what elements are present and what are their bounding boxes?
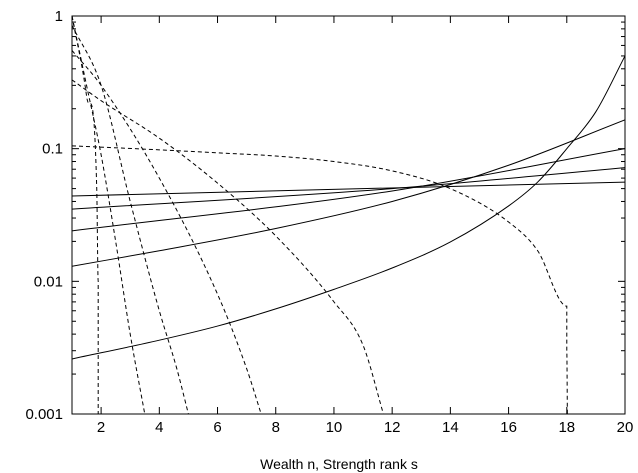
x-tick-label: 12 [384, 419, 401, 436]
ticks-layer: 2 4 6 8 10 12 14 16 18 20 0.001 0.01 0.1 1 [25, 8, 633, 436]
y-tick-label: 0.01 [34, 273, 63, 290]
dashed-series-line-11 [72, 16, 99, 414]
y-tick-label: 0.1 [42, 141, 63, 158]
x-tick-label: 6 [213, 419, 221, 436]
x-axis-title: Wealth n, Strength rank s [260, 456, 418, 472]
dashed-series-line-8 [72, 50, 262, 414]
x-tick-label: 4 [155, 419, 163, 436]
x-tick-label: 14 [442, 419, 459, 436]
dashed-series-line-7 [72, 79, 384, 414]
x-tick-label: 16 [500, 419, 517, 436]
x-tick-label: 8 [272, 419, 280, 436]
solid-series-line-3 [72, 148, 625, 232]
x-tick-label: 18 [558, 419, 575, 436]
solid-series-line-2 [72, 167, 625, 210]
plot-frame [71, 15, 626, 415]
x-tick-label: 20 [617, 419, 634, 436]
series-layer [72, 16, 625, 414]
dashed-series-line-10 [72, 16, 146, 414]
x-tick-label: 10 [326, 419, 343, 436]
solid-series-line-5 [72, 55, 625, 360]
solid-series-line-4 [72, 119, 625, 267]
x-tick-label: 2 [97, 419, 105, 436]
y-tick-label: 1 [55, 8, 63, 25]
dashed-series-line-9 [72, 25, 189, 414]
dashed-series-line-6 [72, 145, 568, 414]
solid-series-line-1 [72, 181, 625, 197]
y-tick-label: 0.001 [25, 406, 63, 423]
